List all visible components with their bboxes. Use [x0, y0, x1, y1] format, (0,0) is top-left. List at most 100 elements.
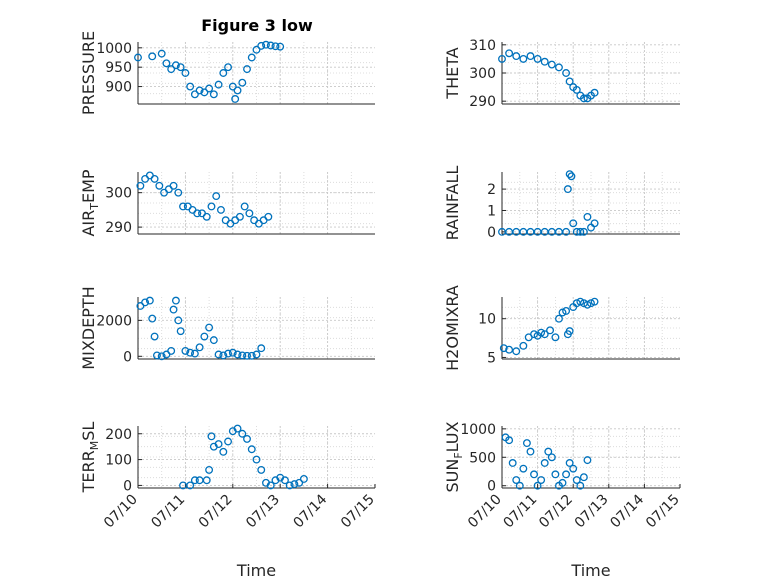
- data-point: [519, 341, 528, 350]
- data-point: [558, 308, 567, 317]
- data-point: [216, 205, 225, 214]
- data-point: [555, 314, 563, 323]
- data-point: [505, 345, 514, 354]
- data-point: [526, 447, 535, 456]
- data-point: [214, 80, 223, 89]
- data-point: [228, 348, 237, 357]
- data-point: [540, 330, 549, 339]
- data-point: [171, 61, 180, 70]
- data-point: [233, 86, 242, 95]
- data-point: [498, 54, 506, 63]
- data-point: [533, 54, 542, 63]
- data-point: [565, 459, 574, 467]
- data-point: [546, 326, 555, 335]
- data-point: [540, 57, 549, 66]
- x-axis-label: Time: [570, 561, 610, 580]
- y-tick-label: 1000: [96, 41, 132, 57]
- data-point: [295, 478, 304, 487]
- data-point: [299, 475, 308, 483]
- data-point: [505, 436, 514, 445]
- data-point: [155, 181, 164, 190]
- data-point: [547, 60, 556, 69]
- data-point: [276, 42, 285, 51]
- data-point: [515, 481, 524, 490]
- data-point: [186, 82, 195, 91]
- data-point: [195, 343, 204, 352]
- data-point: [243, 434, 251, 443]
- data-point: [519, 54, 528, 63]
- data-point: [243, 351, 251, 360]
- data-point: [579, 94, 588, 103]
- data-point: [526, 52, 535, 61]
- y-tick-label: 200: [105, 427, 132, 443]
- data-point: [148, 52, 157, 61]
- data-point: [590, 219, 599, 228]
- data-point: [262, 40, 270, 49]
- x-tick-label: 07/13: [243, 492, 283, 532]
- data-point: [565, 170, 574, 179]
- data-point: [174, 188, 183, 197]
- data-point: [186, 348, 195, 357]
- data-point: [537, 328, 546, 337]
- y-tick-label: 300: [105, 186, 132, 202]
- data-point: [148, 314, 157, 323]
- data-point: [519, 464, 528, 473]
- data-point: [207, 202, 216, 211]
- data-point: [572, 85, 581, 94]
- data-point: [257, 344, 266, 353]
- x-tick-label: 07/12: [196, 492, 236, 532]
- data-point: [576, 297, 585, 306]
- data-point: [243, 65, 251, 74]
- x-tick-label: 07/15: [338, 492, 378, 532]
- panel-rainfall: 0 1 2 RAINFALL: [443, 166, 680, 241]
- data-point: [583, 456, 592, 465]
- y-axis-label: SUNFLUX: [443, 421, 465, 492]
- data-point: [530, 330, 538, 339]
- data-point: [555, 63, 563, 72]
- data-point: [169, 181, 178, 190]
- y-tick-label: 290: [469, 94, 496, 110]
- data-point: [285, 481, 294, 490]
- y-tick-label: 900: [105, 80, 132, 96]
- data-point: [145, 296, 154, 305]
- data-point: [252, 45, 261, 54]
- data-point: [233, 350, 242, 359]
- data-point: [530, 470, 538, 479]
- data-point: [193, 209, 202, 218]
- data-point: [235, 212, 244, 221]
- data-point: [562, 470, 571, 479]
- y-tick-label: 10: [478, 312, 496, 328]
- x-tick-label: 07/11: [501, 492, 541, 532]
- data-point: [153, 351, 161, 360]
- data-point: [174, 316, 183, 325]
- y-axis-label: H2OMIXRA: [443, 285, 462, 371]
- y-axis-label: RAINFALL: [443, 166, 462, 241]
- data-point: [587, 299, 595, 308]
- data-point: [583, 300, 592, 309]
- data-point: [224, 349, 233, 358]
- data-point: [551, 333, 560, 342]
- y-tick-label: 300: [469, 66, 496, 82]
- data-point: [228, 82, 237, 91]
- data-point: [583, 212, 592, 221]
- data-point: [171, 296, 180, 305]
- data-point: [209, 90, 218, 99]
- data-point: [195, 86, 204, 95]
- data-point: [205, 465, 214, 474]
- data-point: [558, 478, 567, 487]
- x-tick-label: 07/14: [607, 491, 647, 531]
- data-point: [563, 185, 572, 194]
- data-point: [150, 332, 159, 341]
- data-point: [190, 349, 199, 358]
- y-tick-label: 2000: [96, 313, 132, 329]
- data-point: [562, 69, 571, 77]
- data-point: [590, 88, 599, 97]
- data-point: [257, 465, 266, 474]
- data-point: [562, 307, 571, 315]
- y-tick-label: 0: [487, 225, 496, 241]
- data-point: [505, 49, 514, 58]
